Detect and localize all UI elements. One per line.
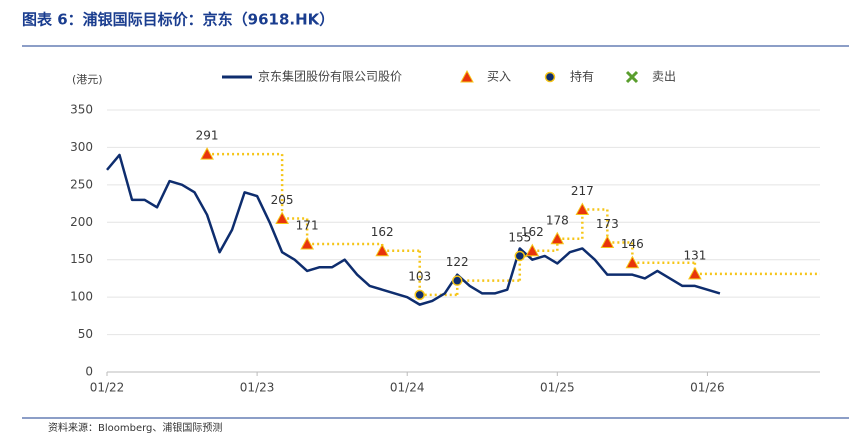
y-tick-label: 300 xyxy=(70,140,93,154)
x-tick-label: 01/22 xyxy=(90,381,125,395)
y-tick-label: 100 xyxy=(70,290,93,304)
buy-marker xyxy=(525,243,540,257)
target-label: 162 xyxy=(371,225,394,239)
y-tick-label: 0 xyxy=(85,365,93,379)
target-label: 205 xyxy=(271,193,294,207)
legend-label: 持有 xyxy=(570,69,594,84)
buy-marker xyxy=(600,235,615,248)
sell-marker xyxy=(625,70,639,84)
legend-label: 买入 xyxy=(487,70,511,84)
hold-marker xyxy=(514,250,526,262)
buy-marker xyxy=(550,231,565,245)
buy-marker xyxy=(200,147,214,160)
source: 资料来源：Bloomberg、浦银国际预测 xyxy=(48,421,222,434)
y-tick-label: 250 xyxy=(70,177,93,191)
y-tick-label: 150 xyxy=(70,252,93,266)
x-tick-label: 01/23 xyxy=(240,381,275,395)
buy-marker xyxy=(688,266,702,280)
y-axis-label: (港元) xyxy=(72,73,103,86)
target-label: 122 xyxy=(446,255,469,269)
target-label: 291 xyxy=(196,129,219,143)
price-line xyxy=(106,153,721,306)
target-label: 178 xyxy=(546,213,569,227)
buy-marker xyxy=(275,211,289,225)
hold-marker xyxy=(451,275,463,286)
buy-marker xyxy=(300,236,314,250)
y-tick-label: 200 xyxy=(70,215,93,229)
target-label: 173 xyxy=(596,217,619,231)
x-tick-label: 01/25 xyxy=(540,381,575,395)
target-label: 131 xyxy=(683,248,706,262)
legend-label: 京东集团股份有限公司股价 xyxy=(258,69,402,84)
buy-marker xyxy=(625,255,640,269)
buy-marker xyxy=(460,69,474,83)
target-label: 103 xyxy=(408,269,431,283)
buy-marker xyxy=(575,202,590,216)
target-label: 217 xyxy=(571,184,594,198)
target-label: 171 xyxy=(296,218,319,232)
buy-marker xyxy=(375,243,390,257)
y-tick-label: 350 xyxy=(70,103,93,117)
chart-title: 图表 6：浦银国际目标价：京东（9618.HK） xyxy=(22,11,334,29)
y-tick-label: 50 xyxy=(78,327,93,341)
target-label: 146 xyxy=(621,237,644,251)
hold-marker xyxy=(544,71,556,83)
target-label: 155 xyxy=(508,230,531,244)
x-tick-label: 01/24 xyxy=(390,381,425,395)
target-label: 162 xyxy=(521,225,544,239)
x-tick-label: 01/26 xyxy=(690,381,725,395)
hold-marker xyxy=(414,289,425,301)
legend-label: 卖出 xyxy=(652,70,676,84)
